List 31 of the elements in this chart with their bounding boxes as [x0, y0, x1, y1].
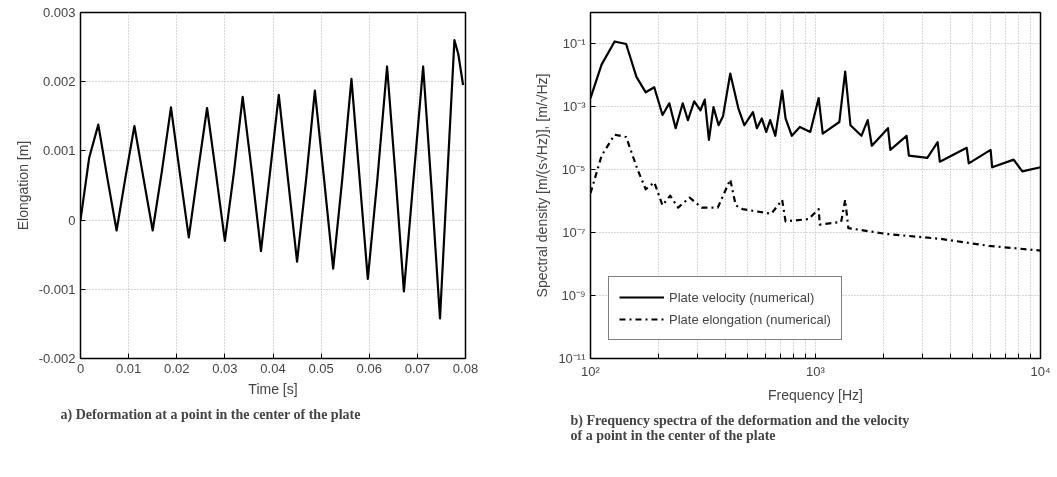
- y-tick-label: 0: [68, 212, 76, 228]
- x-tick-label: 0.06: [356, 360, 382, 376]
- y-axis-title: Spectral density [m/(s√Hz)], [m/√Hz]: [534, 73, 551, 298]
- x-axis-title: Frequency [Hz]: [768, 386, 863, 403]
- x-axis-title: Time [s]: [248, 380, 298, 397]
- y-tick-label: 0.001: [42, 143, 76, 159]
- x-tick-label: 10³: [806, 363, 826, 379]
- x-tick-label: 0.01: [115, 360, 142, 376]
- x-tick-label: 10⁴: [1030, 363, 1051, 379]
- y-tick-label: 10⁻⁵: [561, 162, 586, 178]
- x-tick-label: 0.08: [452, 360, 479, 376]
- y-tick-label: -0.001: [38, 281, 76, 297]
- y-tick-label: 10⁻¹: [562, 36, 587, 52]
- y-tick-label: 0.002: [42, 74, 76, 90]
- y-tick-label: 10⁻⁹: [561, 288, 586, 304]
- y-axis-title: Elongation [m]: [14, 140, 31, 231]
- y-tick-label: 0.003: [42, 5, 76, 20]
- text: a) Deformation at a point in the center of the plate: [60, 406, 361, 423]
- legend-label: Plate velocity (numerical): [669, 289, 815, 305]
- y-tick-label: 10⁻⁷: [562, 225, 586, 241]
- x-tick-label: 0.02: [164, 360, 190, 376]
- x-tick-label: 0.07: [404, 360, 431, 376]
- x-tick-label: 0.04: [260, 360, 286, 376]
- x-tick-label: 0.05: [308, 360, 334, 376]
- text: b) Frequency spectra of the deformation and the velocity of a point in the center of the plate: [570, 412, 910, 443]
- x-tick-label: 0.03: [212, 360, 238, 376]
- legend-label: Plate elongation (numerical): [669, 311, 831, 327]
- x-tick-label: 10²: [581, 363, 601, 379]
- y-tick-label: -0.002: [38, 351, 76, 366]
- y-tick-label: 10⁻³: [562, 99, 587, 115]
- y-tick-label: 10⁻¹¹: [558, 351, 587, 366]
